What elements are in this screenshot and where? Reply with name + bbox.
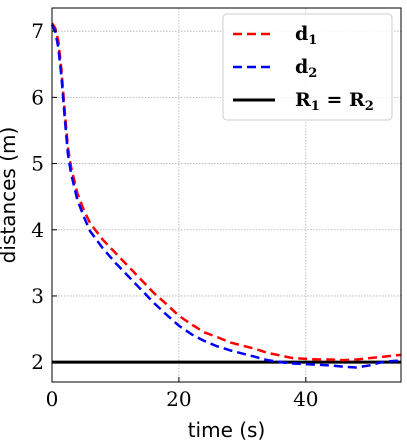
legend-label-1: d1 xyxy=(295,23,317,48)
series-line-2 xyxy=(50,24,401,369)
y-tick-label: 4 xyxy=(31,218,44,242)
series-layer xyxy=(50,22,402,369)
legend: d1 d2 R1 = R2 xyxy=(222,13,393,121)
ticks: 0 20 40 2 3 4 5 6 7 xyxy=(31,19,318,411)
y-tick-label: 5 xyxy=(31,152,44,176)
y-tick-label: 6 xyxy=(31,85,44,109)
x-tick-label: 0 xyxy=(46,387,59,411)
legend-box xyxy=(222,13,393,121)
y-tick-label: 3 xyxy=(31,284,44,308)
legend-label-3: R1 = R2 xyxy=(295,89,374,114)
x-axis-label: time (s) xyxy=(188,418,266,442)
x-tick-label: 20 xyxy=(166,387,191,411)
plot-frame xyxy=(51,7,402,383)
y-axis-label: distances (m) xyxy=(0,127,20,264)
y-tick-label: 2 xyxy=(31,350,44,374)
x-tick-label: 40 xyxy=(293,387,318,411)
legend-label-2: d2 xyxy=(295,56,317,81)
y-tick-label: 7 xyxy=(31,19,44,43)
